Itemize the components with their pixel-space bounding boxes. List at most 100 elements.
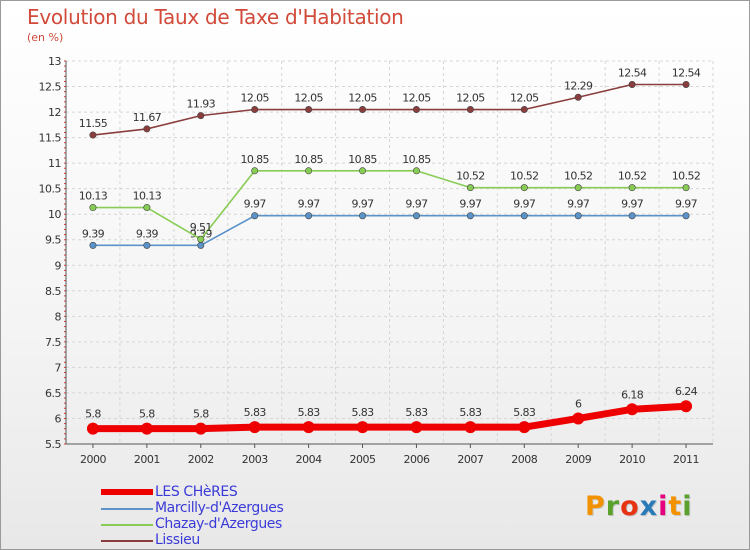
data-label: 10.52 — [672, 170, 701, 183]
data-label: 9.39 — [136, 227, 159, 240]
chart-title: Evolution du Taux de Taxe d'Habitation — [27, 5, 404, 29]
data-label: 5.8 — [193, 408, 209, 421]
data-point — [197, 235, 205, 243]
data-label: 9.97 — [244, 198, 267, 211]
y-tick-label: 12 — [48, 106, 61, 119]
data-label: 10.13 — [79, 190, 108, 203]
y-tick-label: 6 — [55, 412, 62, 425]
logo-letter: x — [639, 491, 659, 522]
data-label: 5.8 — [85, 408, 101, 421]
y-tick-label: 9 — [55, 259, 62, 272]
data-label: 10.85 — [402, 153, 431, 166]
data-label: 9.97 — [459, 198, 482, 211]
data-point — [574, 212, 582, 220]
data-point — [356, 421, 369, 434]
data-point — [140, 422, 153, 435]
data-label: 5.83 — [459, 406, 482, 419]
x-tick-label: 2009 — [565, 453, 591, 466]
data-label: 10.52 — [510, 170, 539, 183]
x-tick-label: 2007 — [457, 453, 483, 466]
data-point — [628, 184, 636, 192]
data-point — [520, 184, 528, 192]
data-label: 12.29 — [564, 79, 593, 92]
x-tick-label: 2001 — [134, 453, 160, 466]
legend-label-chazay: Chazay-d'Azergues — [155, 516, 282, 532]
data-point — [410, 421, 423, 434]
data-point — [359, 167, 367, 175]
x-tick-label: 2000 — [80, 453, 106, 466]
data-label: 9.97 — [675, 198, 698, 211]
x-tick-label: 2010 — [619, 453, 645, 466]
data-point — [302, 421, 315, 434]
legend-label-lissieu: Lissieu — [155, 532, 200, 548]
data-point — [466, 106, 474, 114]
data-point — [412, 167, 420, 175]
data-label: 6.18 — [621, 388, 644, 401]
data-point — [574, 184, 582, 192]
data-label: 9.39 — [82, 227, 105, 240]
data-point — [143, 125, 151, 133]
data-point — [86, 422, 99, 435]
data-point — [248, 421, 261, 434]
y-tick-label: 8.5 — [45, 285, 61, 298]
data-label: 12.05 — [510, 92, 539, 105]
logo-letter: i — [682, 491, 693, 522]
data-point — [628, 80, 636, 88]
data-label: 12.05 — [240, 92, 269, 105]
y-tick-label: 13 — [48, 55, 61, 68]
x-tick-label: 2005 — [350, 453, 376, 466]
series-line — [92, 402, 687, 433]
data-label: 12.54 — [672, 66, 701, 79]
data-point — [520, 212, 528, 220]
data-label: 6.24 — [675, 385, 698, 398]
x-tick-label: 2004 — [296, 453, 322, 466]
data-label: 11.93 — [187, 98, 216, 111]
x-tick-label: 2006 — [403, 453, 429, 466]
chart-subtitle: (en %) — [27, 31, 64, 44]
data-label: 12.05 — [294, 92, 323, 105]
data-point — [682, 184, 690, 192]
data-point — [143, 204, 151, 212]
series-line — [92, 83, 687, 136]
legend-swatch-chazay — [101, 524, 153, 526]
data-label: 10.85 — [348, 153, 377, 166]
legend-swatch-lissieu — [101, 540, 153, 542]
legend-swatch-les-cheres — [101, 489, 153, 495]
data-label: 5.83 — [298, 406, 321, 419]
legend-swatch-marcilly — [101, 508, 153, 510]
y-tick-label: 5.5 — [45, 438, 61, 451]
data-label: 5.83 — [513, 406, 536, 419]
y-tick-label: 12.5 — [39, 81, 62, 94]
data-label: 10.13 — [133, 190, 162, 203]
logo-letter: P — [585, 491, 606, 522]
data-point — [682, 212, 690, 220]
series-line — [92, 169, 687, 241]
data-label: 10.52 — [564, 170, 593, 183]
data-label: 12.05 — [402, 92, 431, 105]
logo-letter: o — [620, 491, 640, 522]
data-point — [197, 241, 205, 249]
legend-label-marcilly: Marcilly-d'Azergues — [155, 500, 284, 516]
y-tick-label: 6.5 — [45, 387, 61, 400]
data-point — [412, 212, 420, 220]
y-tick-label: 9.5 — [45, 234, 61, 247]
y-tick-label: 8 — [55, 310, 62, 323]
logo-letter: i — [658, 491, 669, 522]
y-tick-label: 11 — [48, 157, 61, 170]
data-label: 9.97 — [621, 198, 644, 211]
data-label: 12.05 — [456, 92, 485, 105]
data-point — [466, 184, 474, 192]
logo-letter: r — [605, 491, 621, 522]
data-label: 5.83 — [351, 406, 374, 419]
data-label: 12.54 — [618, 66, 647, 79]
data-point — [574, 93, 582, 101]
data-label: 9.97 — [351, 198, 374, 211]
logo-letter: t — [668, 491, 683, 522]
data-point — [359, 212, 367, 220]
x-tick-label: 2011 — [673, 453, 699, 466]
data-label: 5.83 — [244, 406, 267, 419]
data-point — [305, 106, 313, 114]
data-point — [359, 106, 367, 114]
data-point — [466, 212, 474, 220]
data-point — [682, 80, 690, 88]
